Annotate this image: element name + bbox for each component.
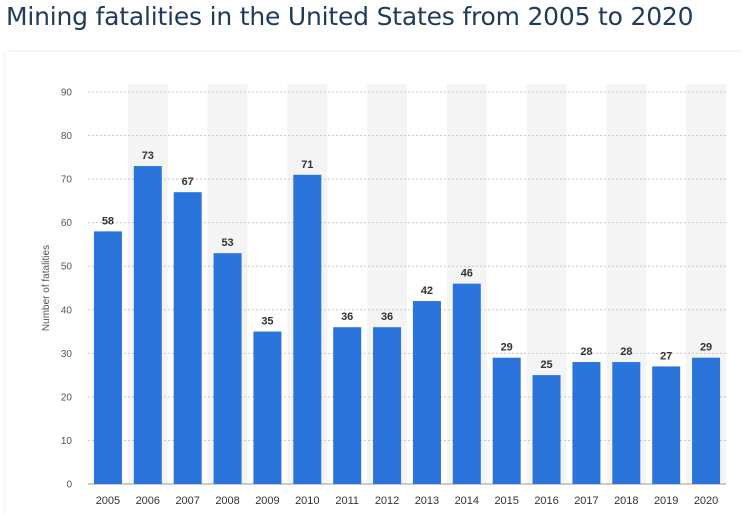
bar <box>572 362 601 484</box>
bar <box>373 327 402 484</box>
data-label: 46 <box>461 268 473 280</box>
bar <box>492 357 521 484</box>
x-tick-label: 2011 <box>335 495 359 507</box>
data-label: 29 <box>700 342 712 354</box>
bar <box>692 357 721 484</box>
bar <box>93 231 122 484</box>
x-tick-label: 2006 <box>136 495 160 507</box>
y-tick-label: 80 <box>61 131 73 142</box>
x-tick-label: 2017 <box>574 495 598 507</box>
x-tick-label: 2007 <box>175 495 199 507</box>
bar <box>452 283 481 484</box>
data-label: 28 <box>620 346 632 358</box>
bar <box>612 362 641 484</box>
y-axis-title: Number of fatalities <box>41 245 52 331</box>
data-label: 67 <box>182 176 194 188</box>
bar <box>333 327 362 484</box>
x-tick-label: 2009 <box>255 495 279 507</box>
y-tick-label: 20 <box>61 392 73 403</box>
bar <box>293 174 322 484</box>
data-label: 42 <box>421 285 433 297</box>
bar <box>133 166 162 485</box>
x-tick-label: 2014 <box>455 495 479 507</box>
y-tick-label: 0 <box>66 480 72 491</box>
x-tick-label: 2012 <box>375 495 399 507</box>
y-tick-label: 70 <box>61 175 73 186</box>
data-label: 71 <box>301 159 313 171</box>
x-tick-label: 2010 <box>295 495 319 507</box>
data-label: 36 <box>341 311 353 323</box>
y-tick-label: 60 <box>61 218 73 229</box>
x-tick-label: 2019 <box>654 495 678 507</box>
x-tick-label: 2016 <box>534 495 558 507</box>
data-label: 28 <box>580 346 592 358</box>
y-tick-label: 30 <box>61 349 73 360</box>
data-label: 73 <box>142 150 154 162</box>
data-label: 35 <box>261 316 273 328</box>
y-tick-label: 50 <box>61 262 73 273</box>
bar <box>532 375 561 484</box>
x-tick-label: 2015 <box>494 495 518 507</box>
data-label: 29 <box>501 342 513 354</box>
x-tick-label: 2005 <box>96 495 120 507</box>
data-label: 27 <box>660 350 672 362</box>
x-tick-label: 2008 <box>215 495 239 507</box>
bar <box>412 301 441 484</box>
bar <box>253 331 282 484</box>
x-tick-label: 2020 <box>694 495 718 507</box>
x-tick-label: 2013 <box>415 495 439 507</box>
bar <box>652 366 681 484</box>
data-label: 25 <box>540 359 552 371</box>
data-label: 53 <box>221 237 233 249</box>
y-tick-label: 90 <box>61 88 73 99</box>
bar <box>213 253 242 484</box>
data-label: 36 <box>381 311 393 323</box>
x-tick-label: 2018 <box>614 495 638 507</box>
bar <box>173 192 202 484</box>
chart-title: Mining fatalities in the United States f… <box>6 2 694 31</box>
data-label: 58 <box>102 215 114 227</box>
y-tick-label: 10 <box>61 436 73 447</box>
y-tick-label: 40 <box>61 305 73 316</box>
